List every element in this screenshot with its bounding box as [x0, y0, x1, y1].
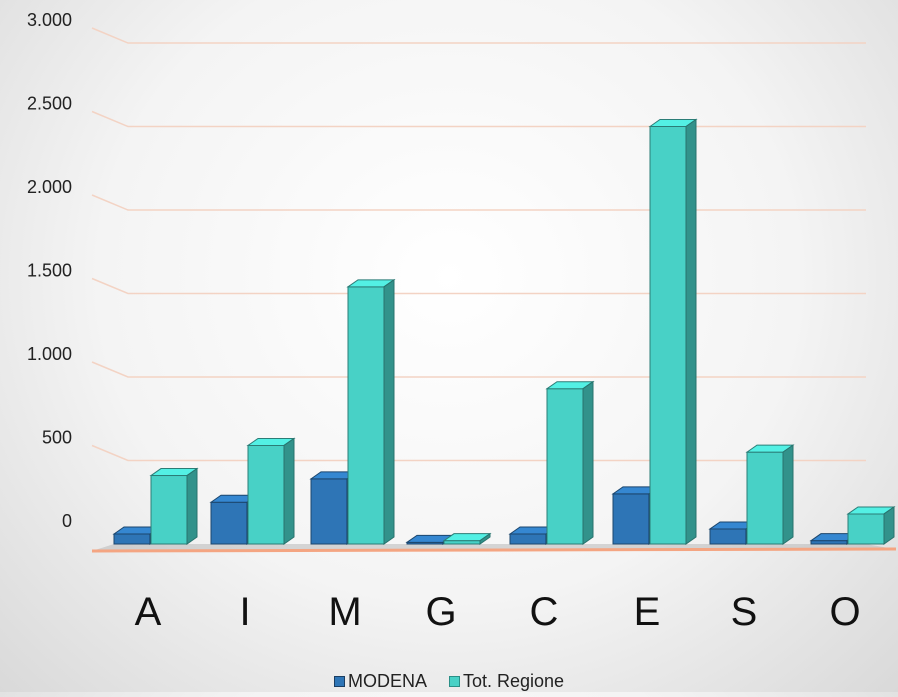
bar-tot-regione — [649, 126, 687, 545]
y-tick-label: 3.000 — [27, 10, 72, 30]
bar-modena — [113, 533, 151, 545]
legend-item-tot-regione: Tot. Regione — [448, 670, 565, 692]
legend-label-modena: MODENA — [347, 670, 427, 691]
gridline — [91, 194, 866, 211]
x-tick-label: M — [328, 590, 361, 634]
legend-item-modena: MODENA — [333, 670, 427, 692]
bar-tot-regione — [546, 388, 584, 545]
bar-side-face — [685, 118, 697, 545]
x-tick-label: O — [829, 590, 860, 634]
bar-side-face — [883, 505, 895, 545]
y-tick-label: 1.000 — [27, 344, 72, 364]
x-tick-label: E — [634, 590, 661, 634]
gridline — [91, 444, 866, 462]
y-tick-label: 0 — [62, 511, 72, 531]
bar-modena — [310, 478, 348, 545]
y-tick-label: 500 — [42, 428, 72, 448]
legend-label-tot-regione: Tot. Regione — [462, 670, 565, 691]
gridline — [91, 110, 866, 128]
y-tick-label: 2.500 — [27, 94, 72, 114]
x-tick-label: G — [425, 590, 456, 634]
legend: MODENA Tot. Regione — [0, 670, 898, 692]
bar-side-face — [479, 532, 491, 545]
bar-side-face — [186, 467, 198, 545]
x-tick-label: I — [239, 590, 250, 634]
bar-modena — [509, 533, 547, 545]
bar-tot-regione — [247, 444, 285, 545]
y-tick-label: 1.500 — [27, 261, 72, 281]
y-tick-label: 2.000 — [27, 177, 72, 197]
bar-modena — [210, 501, 248, 545]
x-tick-label: C — [530, 590, 559, 634]
chart-floor-edge — [91, 547, 897, 553]
bar-modena — [612, 493, 650, 545]
bar-side-face — [383, 278, 395, 545]
legend-swatch-modena — [333, 675, 345, 687]
bar-tot-regione — [746, 451, 784, 545]
gridline — [91, 277, 866, 295]
bar-tot-regione — [150, 475, 188, 545]
bar-tot-regione — [443, 540, 481, 545]
bar-tot-regione — [847, 513, 885, 545]
bar-side-face — [582, 380, 594, 545]
bar-side-face — [283, 437, 295, 545]
x-tick-label: S — [731, 590, 758, 634]
bar-modena — [709, 528, 747, 545]
bar-side-face — [782, 444, 794, 545]
gridline — [91, 361, 866, 378]
bar-tot-regione — [347, 286, 385, 545]
x-tick-label: A — [135, 590, 162, 634]
gridline — [91, 27, 866, 44]
legend-swatch-tot-regione — [448, 675, 460, 687]
bar-modena — [810, 540, 848, 545]
